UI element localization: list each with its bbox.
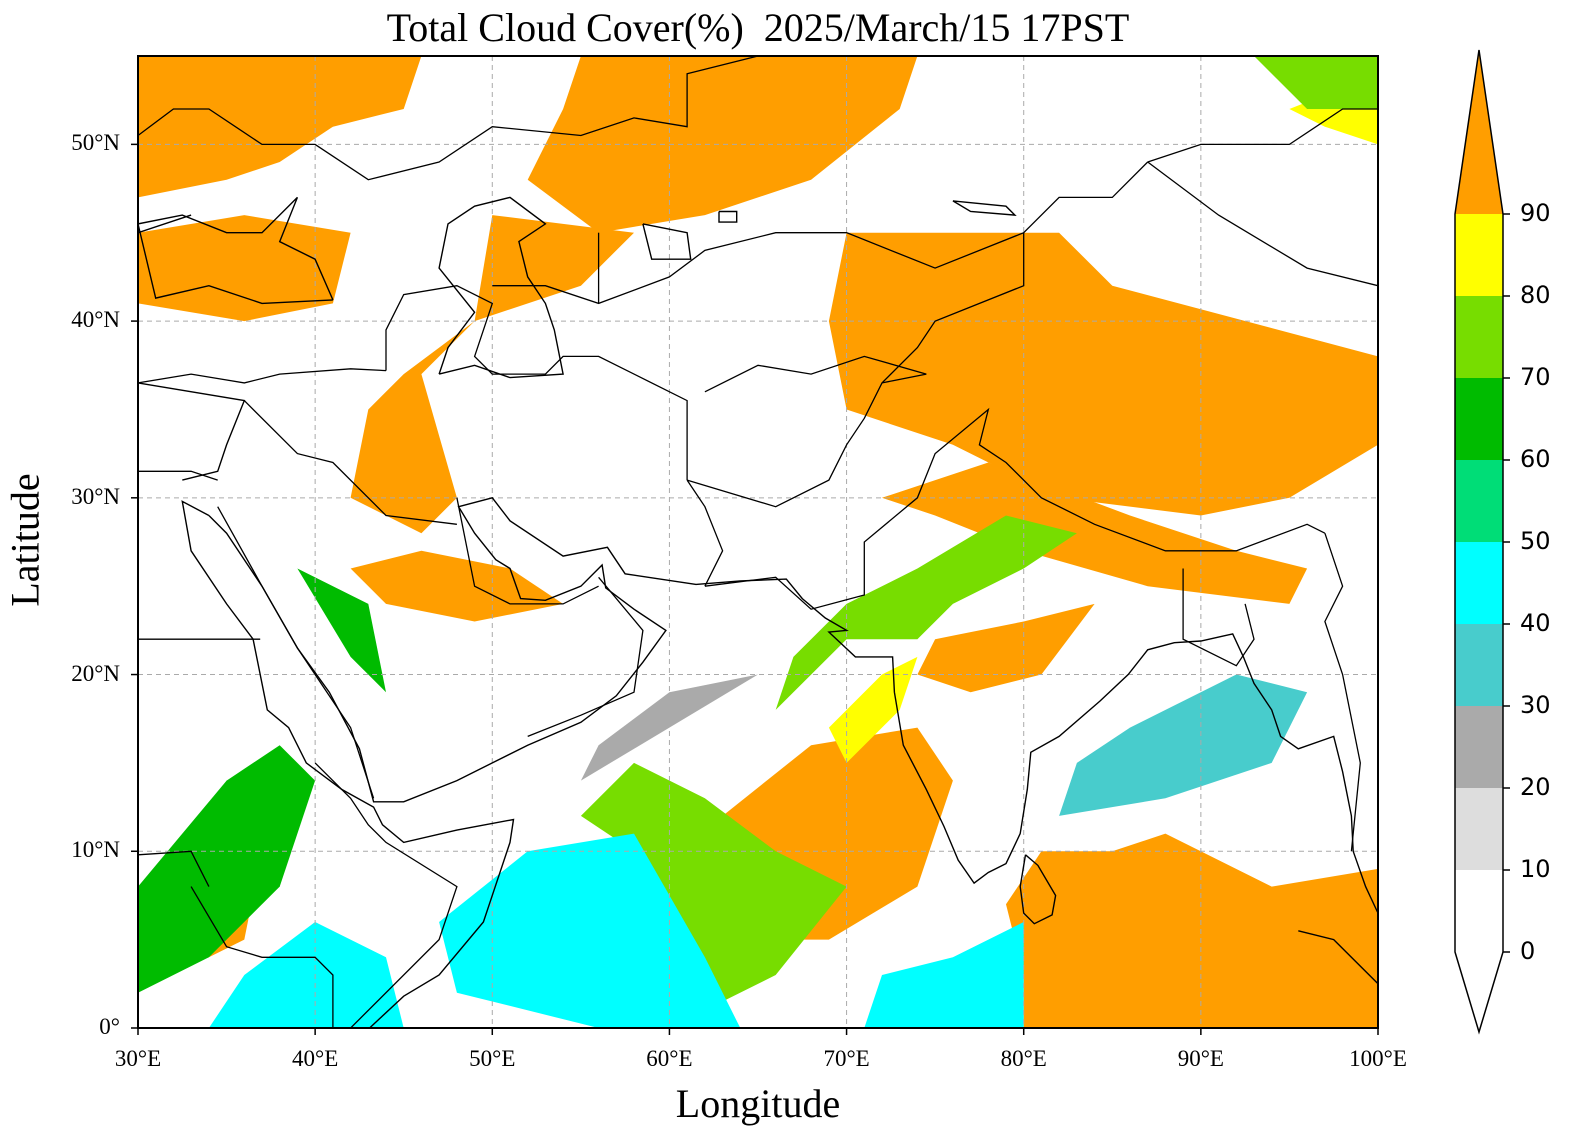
- colorbar-tick-label: 90: [1520, 199, 1551, 227]
- colorbar-bin: [1455, 788, 1503, 870]
- yellow-india: [828, 656, 918, 763]
- x-tick-label: 90°E: [1177, 1046, 1224, 1071]
- colorbar-bin: [1455, 460, 1503, 542]
- cyan-bengal-north: [1059, 674, 1308, 816]
- colorbar-tick-label: 60: [1520, 445, 1551, 473]
- x-tick-label: 40°E: [292, 1046, 339, 1071]
- bay-of-bengal-cloud: [1006, 833, 1378, 1028]
- country-border: [138, 56, 759, 181]
- country-border: [138, 368, 387, 384]
- green-ne-china: [1254, 56, 1378, 109]
- country-border: [243, 400, 457, 525]
- china-cloud: [828, 232, 1378, 516]
- coastline: [438, 196, 564, 379]
- coastline: [1019, 854, 1057, 925]
- country-border: [138, 470, 218, 481]
- plot-frame: [137, 55, 1379, 1029]
- colorbar-bin: [1455, 624, 1503, 706]
- x-tick-label: 60°E: [646, 1046, 693, 1071]
- eastern-europe-cloud: [138, 56, 422, 198]
- colorbar: [1454, 49, 1510, 1035]
- coastline: [138, 196, 334, 305]
- country-border: [1147, 161, 1378, 287]
- country-border: [190, 886, 334, 1028]
- country-border: [1147, 108, 1378, 163]
- country-border: [704, 407, 1326, 610]
- colorbar-tick-label: 40: [1520, 609, 1551, 637]
- africa-green: [138, 745, 316, 993]
- colorbar-bin: [1455, 296, 1503, 378]
- country-border: [881, 232, 1025, 384]
- central-india-cloud: [917, 603, 1095, 693]
- green-band-india: [775, 515, 1077, 710]
- country-border: [456, 497, 599, 605]
- coastlines: [138, 196, 1378, 1028]
- colorbar-bin: [1455, 542, 1503, 624]
- colorbar-bin: [1455, 214, 1503, 296]
- y-tick-label: 30°N: [71, 483, 120, 509]
- country-border: [385, 285, 688, 481]
- colorbar-extend-bottom: [1455, 952, 1503, 1032]
- cyan-bengal-south: [864, 922, 1024, 1028]
- country-borders: [138, 56, 1378, 1028]
- y-tick-label: 20°N: [71, 660, 120, 686]
- cloud-layer: [138, 56, 1378, 1028]
- grey-arabia: [580, 674, 758, 781]
- arabia-green: [297, 568, 386, 693]
- cyan-south-arabian: [439, 833, 741, 1028]
- country-border: [527, 576, 644, 738]
- colorbar-tick-label: 10: [1520, 855, 1551, 883]
- colorbar-bin: [1455, 378, 1503, 460]
- coastline: [208, 497, 1378, 914]
- country-border: [314, 762, 458, 1028]
- colorbar-bin: [1455, 706, 1503, 788]
- y-tick-label: 10°N: [71, 837, 120, 863]
- cyan-east-africa: [208, 922, 404, 1028]
- lake-outline: [952, 200, 1017, 216]
- black-sea-cloud: [138, 215, 351, 322]
- arabia-band-cloud: [350, 550, 564, 622]
- kazakh-cloud: [527, 56, 918, 233]
- y-tick-label: 50°N: [71, 130, 120, 156]
- x-tick-label: 30°E: [114, 1046, 162, 1071]
- colorbar-tick-label: 20: [1520, 773, 1551, 801]
- x-tick-label: 80°E: [1000, 1046, 1047, 1071]
- y-tick-label: 40°N: [71, 307, 120, 333]
- caucasus-caspian-cloud: [350, 215, 634, 534]
- colorbar-tick-label: 30: [1520, 691, 1551, 719]
- gridlines: [138, 56, 1378, 1028]
- coastline: [138, 382, 246, 481]
- y-tick-marks: [131, 143, 138, 1029]
- colorbar-bin: [1455, 870, 1503, 952]
- country-border: [492, 161, 1149, 305]
- y-axis-label: Latitude: [2, 473, 48, 607]
- country-border: [138, 850, 210, 887]
- country-border: [1182, 568, 1255, 667]
- colorbar-tick-label: 50: [1520, 527, 1551, 555]
- x-axis-label: Longitude: [675, 1081, 841, 1126]
- coastline: [642, 223, 692, 260]
- colorbar-tick-label: 80: [1520, 281, 1551, 309]
- y-tick-label: 0°: [99, 1014, 120, 1039]
- colorbar-extend-top: [1455, 50, 1503, 214]
- coastline: [181, 500, 515, 1028]
- country-border: [1324, 532, 1361, 852]
- x-tick-label: 50°E: [469, 1046, 516, 1071]
- country-border: [686, 479, 724, 587]
- coastline: [138, 214, 192, 234]
- x-tick-marks: [137, 1028, 1379, 1035]
- x-tick-label: 70°E: [823, 1046, 870, 1071]
- coastline: [1298, 930, 1378, 985]
- lake-outline: [718, 210, 738, 223]
- x-tick-label: 100°E: [1349, 1046, 1407, 1071]
- chart-title: Total Cloud Cover(%) 2025/March/15 17PST: [386, 5, 1130, 50]
- green-band-arabian-sea: [580, 762, 847, 1011]
- colorbar-tick-label: 0: [1520, 937, 1536, 965]
- colorbar-tick-label: 70: [1520, 363, 1551, 391]
